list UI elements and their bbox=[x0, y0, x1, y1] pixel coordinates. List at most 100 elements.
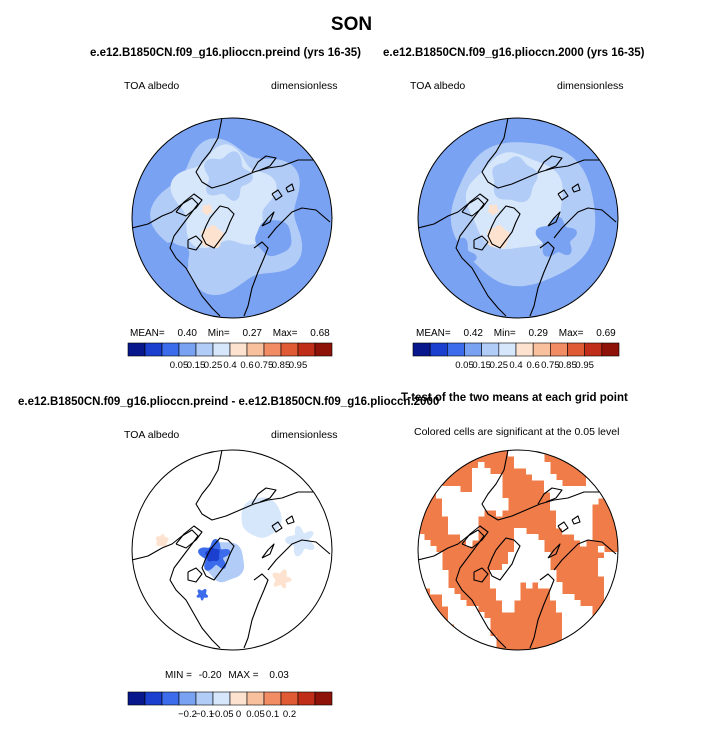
colorbar-tick-label: −0.1 bbox=[195, 709, 214, 720]
colorbar-box bbox=[229, 342, 248, 357]
nonsignificant-cell bbox=[616, 576, 618, 583]
nonsignificant-cell bbox=[508, 558, 515, 565]
colorbar-box bbox=[127, 342, 146, 357]
nonsignificant-cell bbox=[520, 576, 527, 583]
colorbar-tick-label: 0 bbox=[236, 709, 241, 720]
colorbar-tick-label: 0.6 bbox=[240, 360, 253, 371]
nonsignificant-cell bbox=[526, 564, 533, 571]
nonsignificant-cell bbox=[580, 498, 587, 505]
nonsignificant-cell bbox=[466, 534, 473, 541]
nonsignificant-cell bbox=[448, 516, 455, 523]
nonsignificant-cell bbox=[580, 642, 587, 649]
field-level-neg-small bbox=[241, 497, 282, 538]
nonsignificant-cell bbox=[538, 552, 545, 559]
nonsignificant-cell bbox=[586, 468, 593, 475]
nonsignificant-cell bbox=[586, 642, 593, 649]
colorbar-box bbox=[314, 342, 333, 357]
nonsignificant-cell bbox=[586, 612, 593, 619]
nonsignificant-cell bbox=[442, 570, 449, 577]
panel-2-right-label: dimensionless bbox=[557, 80, 624, 92]
nonsignificant-cell bbox=[580, 504, 587, 511]
nonsignificant-cell bbox=[448, 486, 455, 493]
nonsignificant-cell bbox=[484, 504, 491, 511]
coastline bbox=[571, 515, 581, 525]
nonsignificant-cell bbox=[490, 504, 497, 511]
nonsignificant-cell bbox=[448, 606, 455, 613]
nonsignificant-cell bbox=[532, 456, 539, 463]
nonsignificant-cell bbox=[580, 618, 587, 625]
nonsignificant-cell bbox=[508, 570, 515, 577]
nonsignificant-cell bbox=[580, 648, 587, 650]
nonsignificant-cell bbox=[472, 492, 479, 499]
colorbar-tick-label: 0.4 bbox=[223, 360, 236, 371]
nonsignificant-cell bbox=[580, 540, 587, 547]
nonsignificant-cell bbox=[460, 516, 467, 523]
coastline bbox=[529, 241, 555, 317]
colorbar-box bbox=[297, 342, 316, 357]
coastline bbox=[418, 529, 507, 649]
nonsignificant-cell bbox=[550, 570, 557, 577]
nonsignificant-cell bbox=[514, 594, 521, 601]
nonsignificant-cell bbox=[556, 516, 563, 523]
colorbar-box bbox=[144, 691, 163, 706]
nonsignificant-cell bbox=[610, 570, 617, 577]
nonsignificant-cell bbox=[574, 636, 581, 643]
nonsignificant-cell bbox=[520, 564, 527, 571]
nonsignificant-cell bbox=[580, 528, 587, 535]
nonsignificant-cell bbox=[424, 546, 431, 553]
coastline bbox=[195, 450, 331, 521]
nonsignificant-cell bbox=[424, 576, 431, 583]
nonsignificant-cell bbox=[610, 588, 617, 595]
nonsignificant-cell bbox=[430, 558, 437, 565]
coastline bbox=[461, 525, 489, 549]
colorbar-box bbox=[178, 342, 197, 357]
nonsignificant-cell bbox=[610, 552, 617, 559]
panel-4-subtitle: Colored cells are significant at the 0.0… bbox=[414, 426, 620, 438]
panel-2-title: e.e12.B1850CN.f09_g16.plioccn.2000 (yrs … bbox=[383, 47, 645, 59]
field-greenland-high bbox=[487, 204, 499, 216]
nonsignificant-cell bbox=[460, 642, 467, 649]
nonsignificant-cell bbox=[514, 462, 521, 469]
nonsignificant-cell bbox=[472, 618, 479, 625]
nonsignificant-cell bbox=[484, 648, 491, 650]
nonsignificant-cell bbox=[460, 522, 467, 529]
nonsignificant-cell bbox=[574, 612, 581, 619]
nonsignificant-cell bbox=[574, 606, 581, 613]
colorbar-tick-label: 0.05 bbox=[246, 709, 265, 720]
mean-label: MEAN= bbox=[416, 328, 451, 339]
nonsignificant-cell bbox=[544, 468, 551, 475]
nonsignificant-cell bbox=[532, 540, 539, 547]
nonsignificant-cell bbox=[544, 486, 551, 493]
nonsignificant-cell bbox=[460, 606, 467, 613]
nonsignificant-cell bbox=[436, 558, 443, 565]
nonsignificant-cell bbox=[502, 576, 509, 583]
nonsignificant-cell bbox=[436, 486, 443, 493]
colorbar-tick-label: 0.2 bbox=[283, 709, 296, 720]
nonsignificant-cell bbox=[556, 588, 563, 595]
nonsignificant-cell bbox=[454, 600, 461, 607]
nonsignificant-cell bbox=[532, 570, 539, 577]
nonsignificant-cell bbox=[478, 510, 485, 517]
nonsignificant-cell bbox=[580, 492, 587, 499]
nonsignificant-cell bbox=[418, 546, 425, 553]
nonsignificant-cell bbox=[514, 558, 521, 565]
colorbar-box bbox=[314, 691, 333, 706]
nonsignificant-cell bbox=[550, 498, 557, 505]
nonsignificant-cell bbox=[568, 504, 575, 511]
mean-value: 0.42 bbox=[463, 328, 483, 339]
nonsignificant-cell bbox=[526, 534, 533, 541]
colorbar-box bbox=[412, 342, 431, 357]
nonsignificant-cell bbox=[574, 492, 581, 499]
nonsignificant-cell bbox=[586, 630, 593, 637]
nonsignificant-cell bbox=[568, 516, 575, 523]
nonsignificant-cell bbox=[604, 576, 611, 583]
nonsignificant-cell bbox=[418, 552, 425, 559]
nonsignificant-cell bbox=[472, 498, 479, 505]
coastline bbox=[271, 521, 283, 533]
nonsignificant-cell bbox=[496, 492, 503, 499]
nonsignificant-cell bbox=[514, 456, 521, 463]
nonsignificant-cell bbox=[580, 510, 587, 517]
nonsignificant-cell bbox=[568, 594, 575, 601]
nonsignificant-cell bbox=[424, 564, 431, 571]
colorbar-box bbox=[297, 691, 316, 706]
